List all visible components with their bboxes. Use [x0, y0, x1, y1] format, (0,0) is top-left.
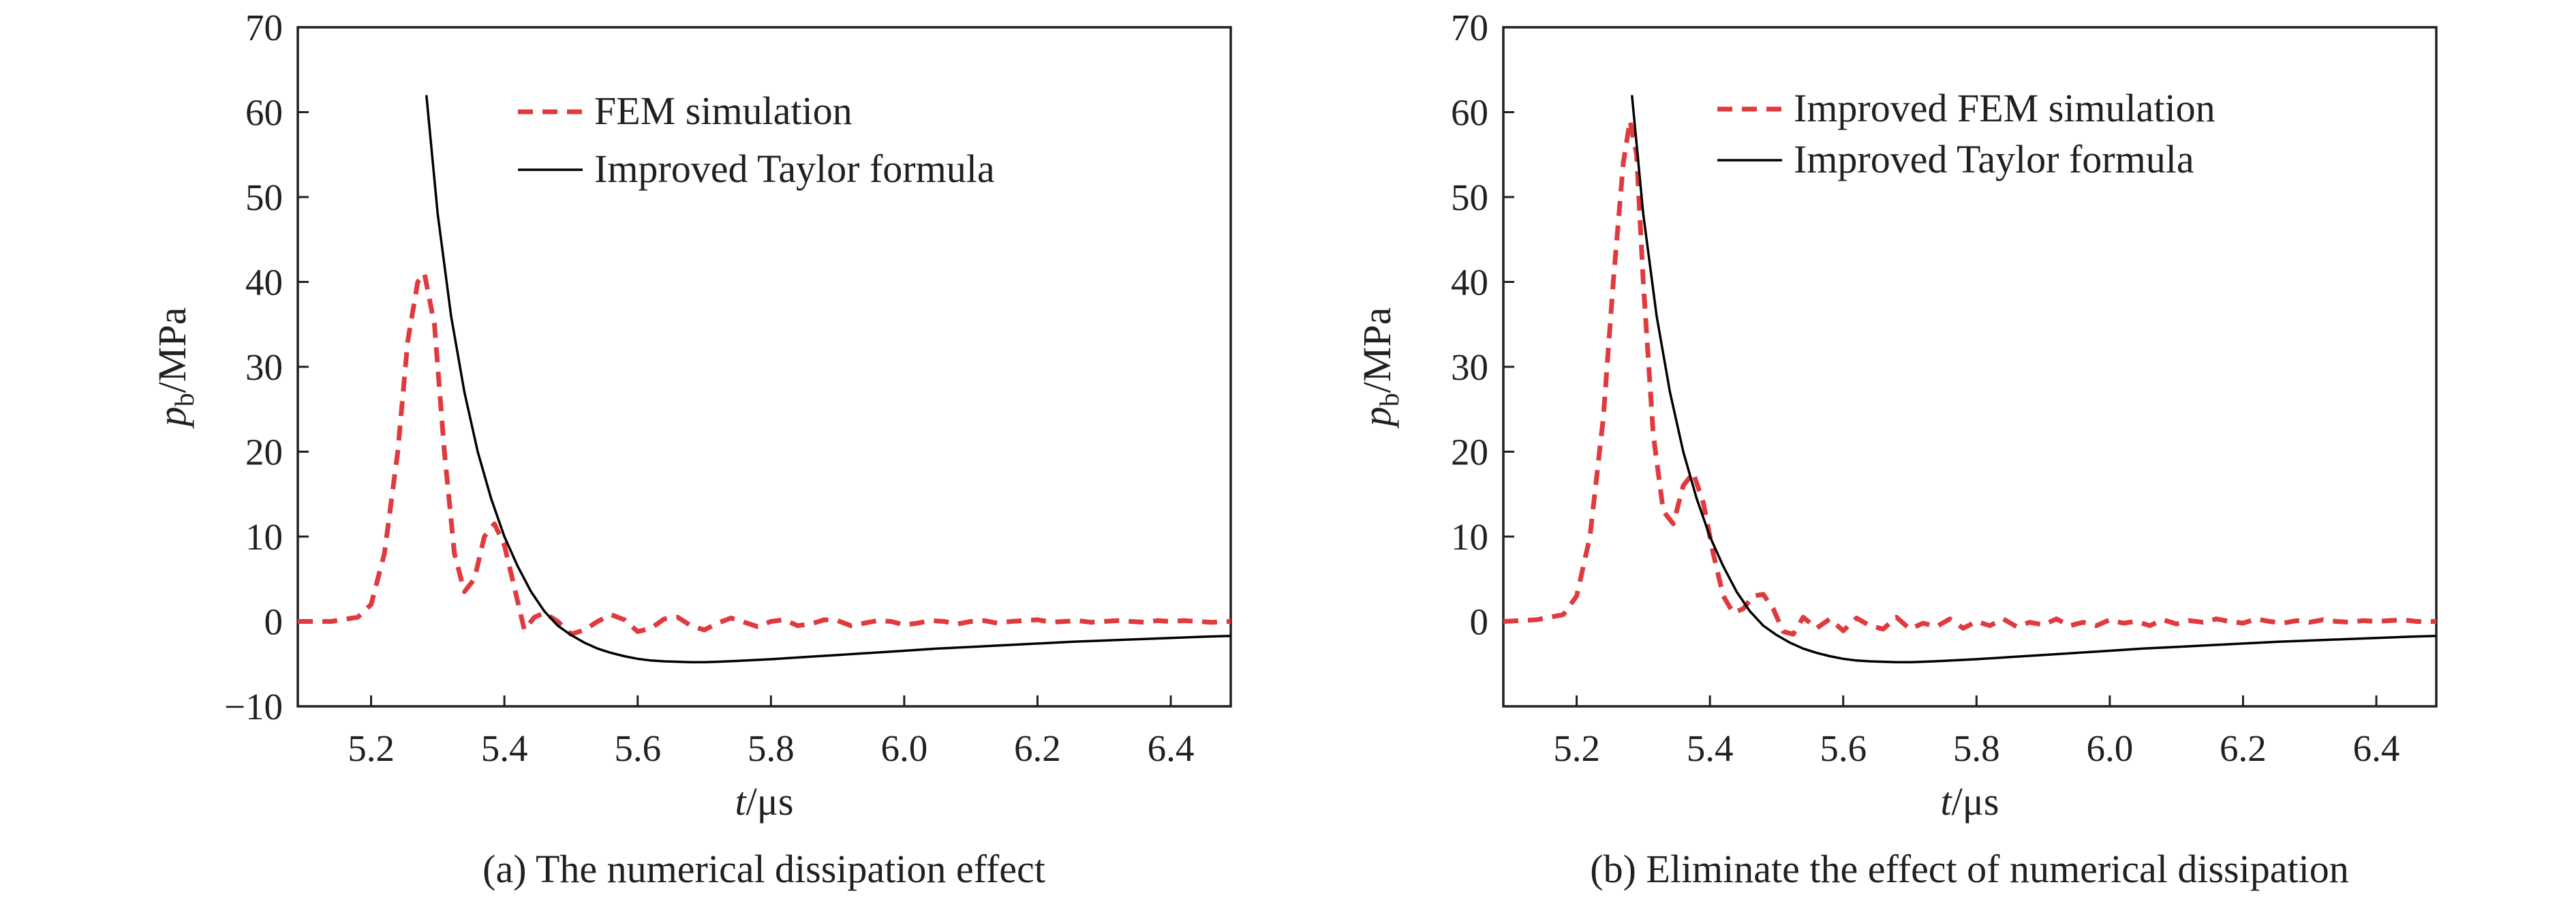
- x-tick-label: 6.0: [2086, 727, 2133, 769]
- x-tick-label: 5.2: [348, 727, 395, 769]
- x-tick-label: 5.8: [1953, 727, 2000, 769]
- chart-panel-b: 5.2 5.4 5.6 5.8 6.0 6.2 6.4 0 10 20 30 40 50 60 70 t/μs…: [1355, 7, 2438, 891]
- series-line-taylor: [425, 95, 1231, 664]
- y-tick-label: 10: [1451, 516, 1488, 558]
- legend-label: Improved Taylor formula: [1794, 137, 2194, 181]
- x-tick-label: 5.6: [614, 727, 661, 769]
- x-tick-label: 5.4: [1687, 727, 1734, 769]
- y-tick-label: 20: [1451, 432, 1488, 473]
- legend-label: Improved FEM simulation: [1794, 86, 2215, 130]
- y-tick-label: 0: [1470, 601, 1489, 643]
- y-tick-label: 70: [1451, 7, 1488, 48]
- x-tick-label: 5.4: [481, 727, 528, 769]
- x-tick-label: 6.4: [2353, 727, 2400, 769]
- y-tick-label: 70: [245, 7, 283, 48]
- y-tick-label: 60: [245, 92, 283, 134]
- x-tick-label: 6.0: [880, 727, 927, 769]
- legend-label: FEM simulation: [594, 89, 853, 133]
- y-tick-label: 40: [1451, 262, 1488, 303]
- legend: Improved FEM simulation Improved Taylor f…: [1717, 86, 2215, 181]
- x-tick-label: 6.2: [1014, 727, 1061, 769]
- y-tick-label: 20: [245, 432, 283, 473]
- y-tick-label: 60: [1451, 92, 1488, 134]
- y-tick-label: 50: [245, 177, 283, 218]
- chart-panel-a: 5.2 5.4 5.6 5.8 6.0 6.2 6.4 −10 0 10 20 30 40 50 60 70 t…: [150, 7, 1232, 891]
- figure-caption: (a) The numerical dissipation effect: [482, 847, 1045, 891]
- y-tick-label: 0: [264, 601, 283, 643]
- series-group: [298, 95, 1231, 664]
- y-tick-label: 10: [245, 516, 283, 558]
- y-tick-label: −10: [224, 686, 283, 727]
- x-tick-label: 5.8: [748, 727, 795, 769]
- series-line-fem: [1503, 118, 2436, 637]
- x-tick-label: 6.2: [2220, 727, 2267, 769]
- y-axis-label: pb/MPa: [150, 307, 200, 430]
- y-tick-label: 30: [245, 346, 283, 388]
- x-axis-label: t/μs: [1941, 779, 1999, 824]
- x-axis-label: t/μs: [735, 779, 794, 824]
- y-tick-label: 40: [245, 262, 283, 303]
- legend-label: Improved Taylor formula: [594, 147, 995, 191]
- x-tick-label: 5.6: [1820, 727, 1867, 769]
- y-tick-label: 30: [1451, 346, 1488, 388]
- series-line-fem: [298, 271, 1231, 637]
- legend: FEM simulation Improved Taylor formula: [518, 89, 995, 191]
- y-axis-label: pb/MPa: [1355, 307, 1405, 430]
- x-tick-label: 5.2: [1553, 727, 1600, 769]
- figure-caption: (b) Eliminate the effect of numerical di…: [1590, 847, 2348, 891]
- series-line-taylor: [1630, 95, 2436, 664]
- series-group: [1503, 95, 2436, 664]
- y-tick-label: 50: [1451, 177, 1488, 218]
- x-tick-label: 6.4: [1148, 727, 1195, 769]
